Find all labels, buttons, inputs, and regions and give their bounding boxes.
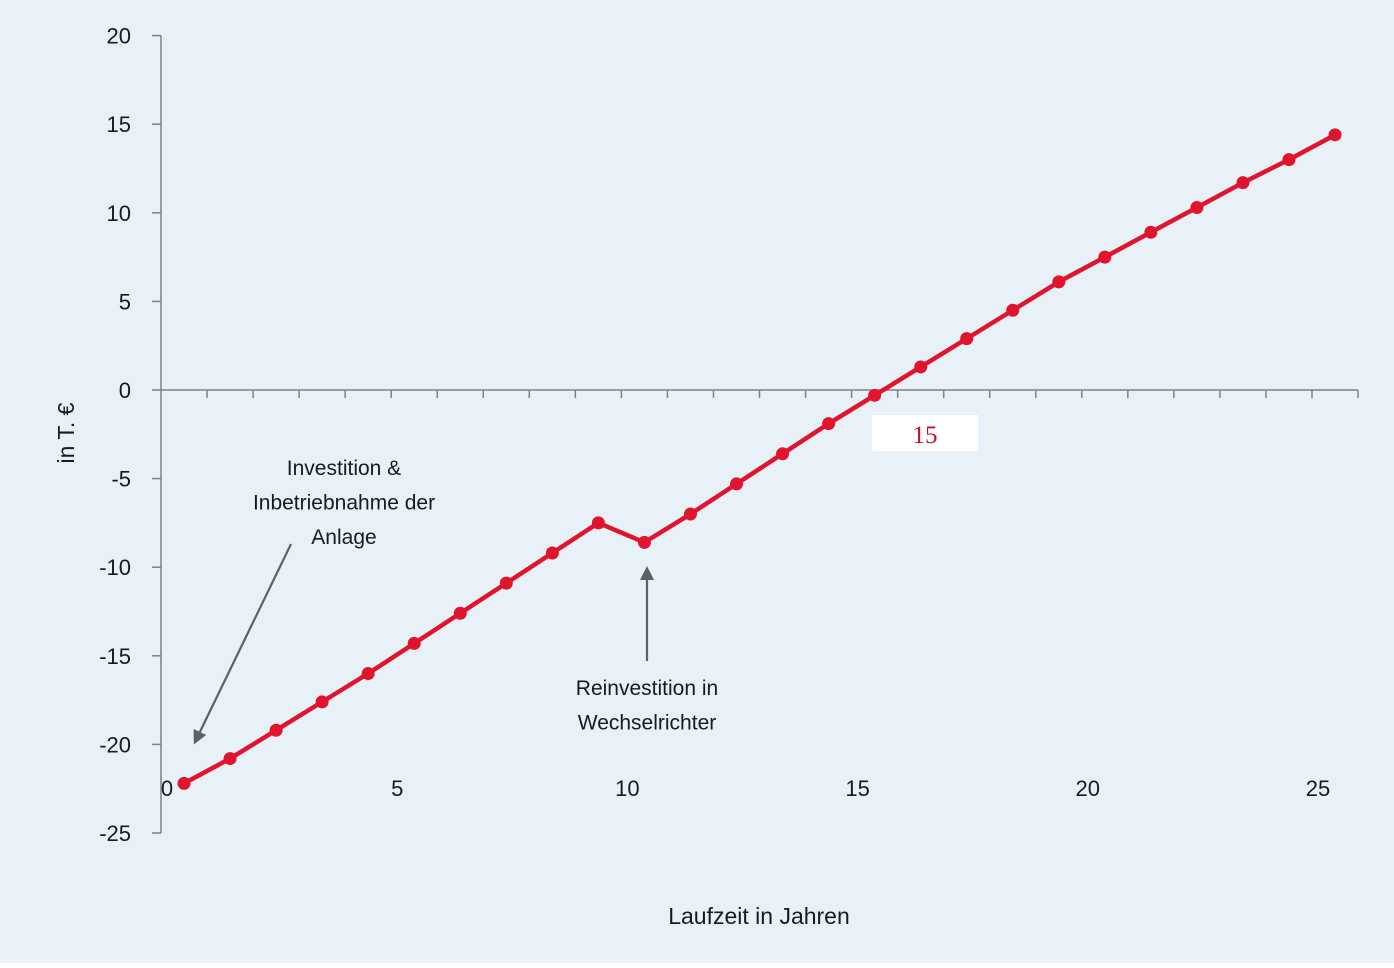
y-tick-label: -15 bbox=[99, 644, 131, 669]
data-point bbox=[1236, 176, 1250, 190]
y-tick-label: -5 bbox=[111, 467, 131, 492]
investition-arrow bbox=[193, 543, 292, 745]
y-axis-title: in T. € bbox=[53, 402, 79, 463]
y-tick-label: 20 bbox=[107, 24, 131, 49]
breakeven-callout-label: 15 bbox=[913, 422, 938, 449]
x-tick-label: 25 bbox=[1306, 776, 1330, 801]
reinvestition-annotation-line: Wechselrichter bbox=[578, 712, 717, 735]
reinvestition-annotation-line: Reinvestition in bbox=[576, 677, 718, 700]
tick-labels: 20 15 10 5 0 -5 -10 -15 -20 -25 0 5 10 15 20 25 bbox=[99, 24, 1330, 846]
data-point bbox=[868, 388, 882, 402]
data-point bbox=[545, 546, 559, 560]
y-tick-label: -20 bbox=[99, 732, 131, 757]
data-point bbox=[776, 447, 790, 461]
data-series bbox=[177, 128, 1342, 790]
data-point bbox=[591, 516, 605, 530]
data-point bbox=[1282, 153, 1296, 167]
investition-annotation: Investition & Inbetriebnahme der Anlage bbox=[253, 457, 435, 549]
data-point bbox=[1006, 303, 1020, 317]
data-point bbox=[315, 695, 329, 709]
data-point bbox=[361, 667, 375, 681]
data-point bbox=[1328, 128, 1342, 142]
data-point bbox=[177, 776, 191, 790]
x-tick-label: 20 bbox=[1076, 776, 1100, 801]
x-tick-label: 15 bbox=[845, 776, 869, 801]
data-point bbox=[223, 752, 237, 766]
data-point bbox=[407, 636, 421, 650]
series-line bbox=[181, 132, 1338, 786]
data-point bbox=[914, 360, 928, 374]
x-axis-title: Laufzeit in Jahren bbox=[668, 903, 850, 929]
y-tick-label: 10 bbox=[107, 201, 131, 226]
data-point bbox=[637, 535, 651, 549]
y-tick-label: -10 bbox=[99, 555, 131, 580]
data-point bbox=[730, 477, 743, 491]
data-point bbox=[499, 576, 513, 590]
x-tick-label: 0 bbox=[161, 776, 173, 801]
data-point bbox=[453, 606, 467, 620]
y-tick-label: 0 bbox=[119, 378, 131, 403]
data-point bbox=[960, 332, 974, 346]
data-point bbox=[1098, 250, 1112, 264]
x-tick-label: 5 bbox=[391, 776, 403, 801]
breakeven-callout-box bbox=[872, 415, 978, 451]
data-point bbox=[269, 723, 283, 737]
y-tick-label: 5 bbox=[119, 289, 131, 314]
data-point bbox=[683, 507, 697, 521]
data-point bbox=[1190, 200, 1204, 214]
data-point bbox=[822, 417, 836, 431]
investition-annotation-line: Anlage bbox=[311, 526, 376, 549]
data-point bbox=[1144, 225, 1158, 239]
investition-annotation-line: Investition & bbox=[287, 457, 401, 480]
x-tick-label: 10 bbox=[615, 776, 639, 801]
axes bbox=[152, 34, 1359, 834]
y-tick-label: -25 bbox=[99, 821, 131, 846]
data-point bbox=[1052, 275, 1066, 289]
annotations: Investition & Inbetriebnahme der Anlage Rei… bbox=[193, 415, 978, 745]
reinvestition-annotation: Reinvestition in Wechselrichter bbox=[576, 677, 718, 735]
investition-annotation-line: Inbetriebnahme der bbox=[253, 492, 435, 515]
y-tick-label: 15 bbox=[107, 112, 131, 137]
